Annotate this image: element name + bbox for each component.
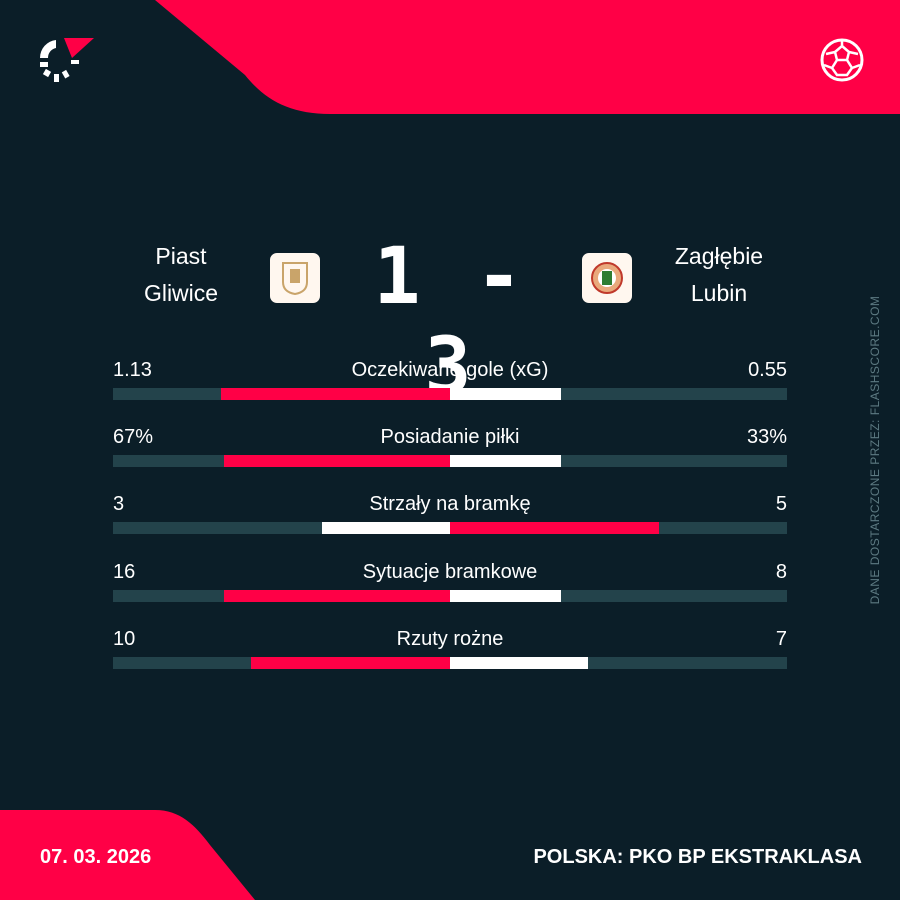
stat-home-value: 3 bbox=[113, 493, 125, 515]
data-source-note: DANE DOSTARCZONE PRZEZ: FLASHSCORE.COM bbox=[868, 295, 882, 605]
stat-away-value: 7 bbox=[775, 628, 787, 650]
stat-bar-track bbox=[113, 522, 787, 534]
stat-away-bar bbox=[450, 388, 562, 400]
stat-away-bar bbox=[450, 455, 562, 467]
stat-label: Posiadanie piłki bbox=[380, 426, 520, 448]
home-team-line2: Gliwice bbox=[143, 280, 219, 306]
stat-row: 3 Strzały na bramkę 5 bbox=[113, 492, 787, 534]
stat-away-value: 33% bbox=[746, 426, 787, 448]
stat-bar-track bbox=[113, 455, 787, 467]
league-name: POLSKA: PKO BP EKSTRAKLASA bbox=[533, 846, 862, 868]
stat-label: Sytuacje bramkowe bbox=[362, 561, 538, 583]
stat-away-value: 8 bbox=[775, 561, 787, 583]
stat-away-value: 5 bbox=[775, 493, 787, 515]
stat-home-bar bbox=[220, 388, 450, 400]
stat-home-bar bbox=[251, 657, 450, 669]
home-team-name: Piast Gliwice bbox=[111, 238, 251, 312]
football-icon bbox=[820, 38, 864, 82]
stat-bar-track bbox=[113, 590, 787, 602]
footer-accent-shape bbox=[0, 810, 255, 900]
home-score: 1 bbox=[373, 232, 425, 322]
header-accent-shape bbox=[155, 0, 900, 114]
stat-away-bar bbox=[450, 657, 589, 669]
away-team-line2: Lubin bbox=[690, 280, 748, 306]
stat-row: 10 Rzuty rożne 7 bbox=[113, 627, 787, 669]
stat-home-value: 67% bbox=[113, 426, 154, 448]
stat-label: Rzuty rożne bbox=[396, 628, 504, 650]
stat-row: 16 Sytuacje bramkowe 8 bbox=[113, 560, 787, 602]
away-team-line1: Zagłębie bbox=[674, 243, 764, 269]
stat-home-value: 1.13 bbox=[113, 359, 152, 381]
away-team-name: Zagłębie Lubin bbox=[649, 238, 789, 312]
score-separator: - bbox=[475, 232, 527, 322]
stat-home-value: 10 bbox=[113, 628, 136, 650]
stat-bar-track bbox=[113, 388, 787, 400]
home-team-line1: Piast bbox=[155, 243, 207, 269]
stat-home-value: 16 bbox=[113, 561, 136, 583]
home-team-crest bbox=[270, 253, 320, 303]
stat-away-value: 0.55 bbox=[748, 359, 787, 381]
stat-home-bar bbox=[224, 590, 450, 602]
stat-home-bar bbox=[321, 522, 450, 534]
stat-home-bar bbox=[224, 455, 450, 467]
flashscore-logo bbox=[39, 38, 94, 82]
stat-row: 1.13 Oczekiwane gole (xG) 0.55 bbox=[113, 358, 787, 400]
stat-row: 67% Posiadanie piłki 33% bbox=[113, 425, 787, 467]
stat-away-bar bbox=[450, 590, 562, 602]
away-team-crest bbox=[582, 253, 632, 303]
stat-label: Oczekiwane gole (xG) bbox=[351, 359, 549, 381]
stat-away-bar bbox=[450, 522, 659, 534]
match-date: 07. 03. 2026 bbox=[40, 846, 152, 868]
stat-bar-track bbox=[113, 657, 787, 669]
stat-label: Strzały na bramkę bbox=[369, 493, 531, 515]
